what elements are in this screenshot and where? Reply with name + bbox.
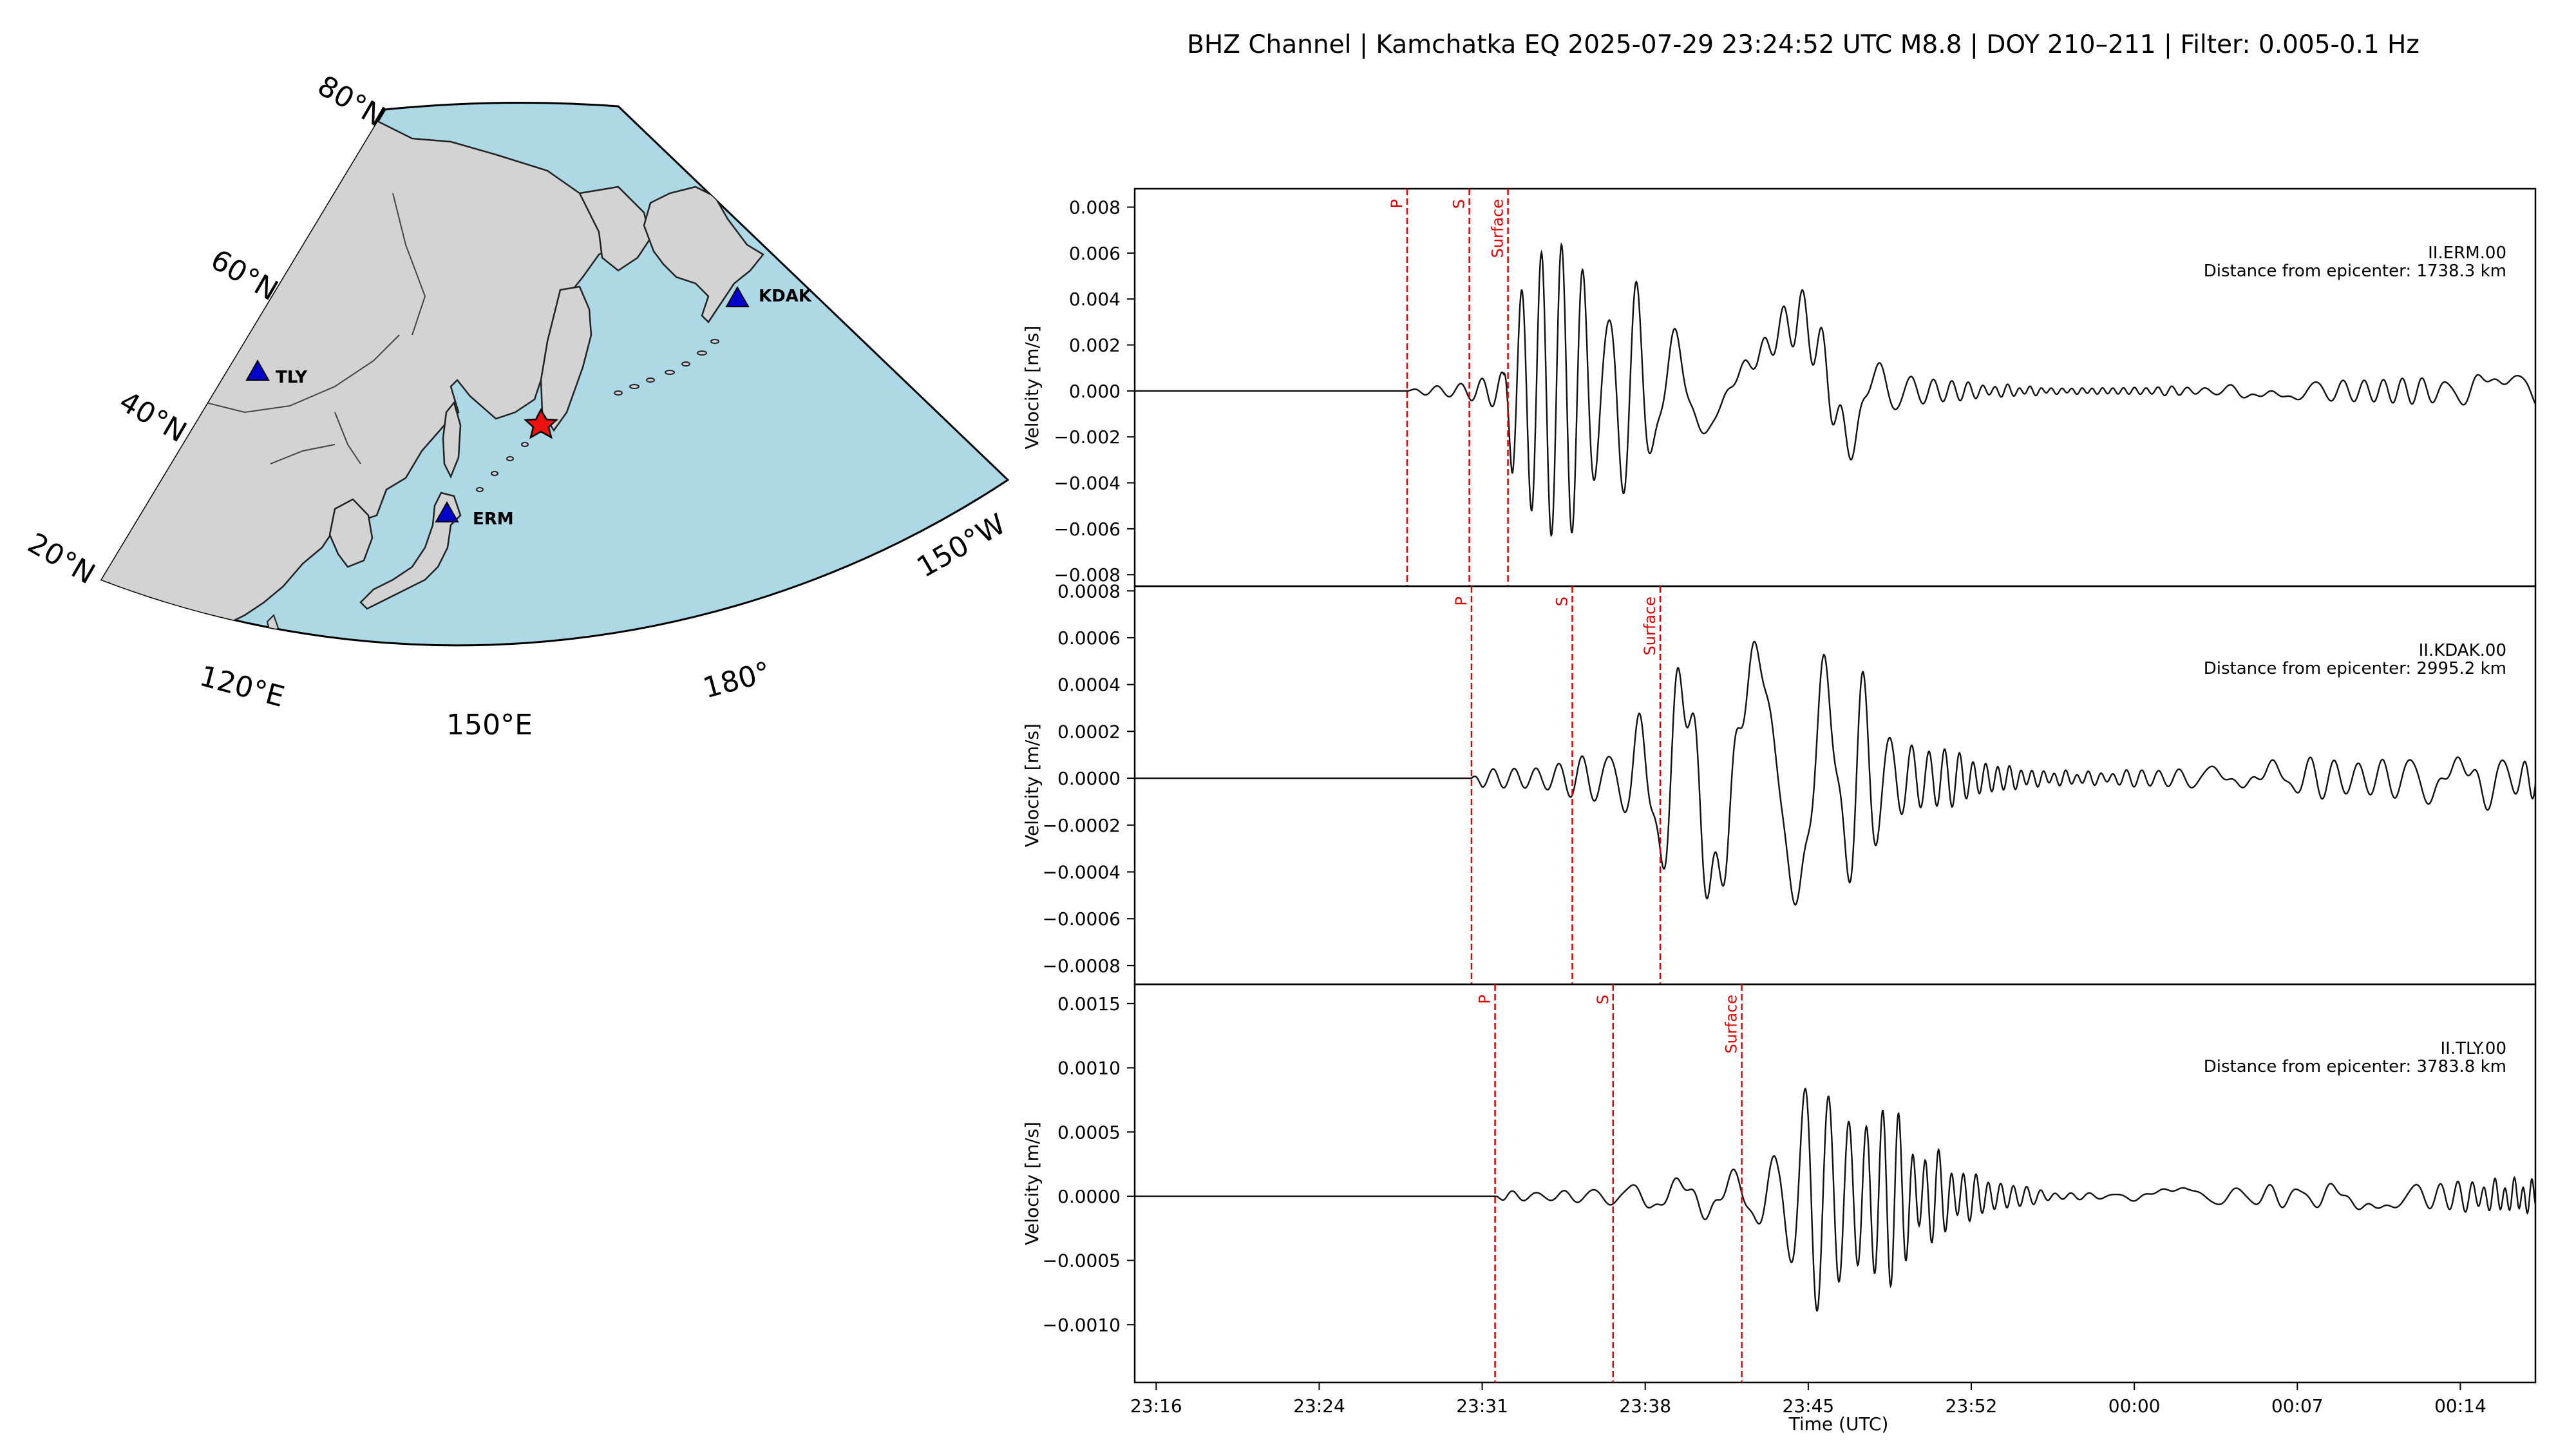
station-distance: Distance from epicenter: 2995.2 km — [2204, 659, 2506, 678]
map-land-korea — [328, 498, 374, 568]
map-land-kamchatka — [540, 285, 592, 432]
map-kurils — [476, 442, 529, 492]
phase-label: S — [1450, 199, 1468, 209]
y-axis-label: Velocity [m/s] — [1021, 723, 1043, 847]
x-tick-label: 23:45 — [1783, 1395, 1835, 1417]
phase-label: P — [1452, 597, 1470, 606]
station-name: II.KDAK.00 — [2419, 641, 2506, 660]
x-tick-label: 23:31 — [1456, 1395, 1508, 1417]
y-tick-label: −0.0004 — [1043, 862, 1121, 883]
x-axis-label: Time (UTC) — [1788, 1413, 1889, 1435]
map-land-chukotka — [578, 186, 652, 272]
epicenter-star — [523, 408, 559, 439]
y-tick-label: 0.000 — [1069, 381, 1121, 402]
y-tick-label: −0.0006 — [1043, 908, 1121, 930]
phase-label: Surface — [1489, 199, 1507, 258]
station-marker-erm: ERM — [435, 501, 514, 529]
station-map: 80°N 60°N 40°N 20°N 120°E 150°E 180° 150… — [22, 70, 1011, 741]
figure-title: BHZ Channel | Kamchatka EQ 2025-07-29 23… — [1187, 30, 2420, 59]
y-tick-label: 0.008 — [1069, 197, 1121, 218]
waveform-line — [1135, 242, 2537, 537]
station-label-kdak: KDAK — [759, 287, 812, 306]
y-tick-label: 0.0002 — [1057, 721, 1121, 742]
phase-label: Surface — [1641, 597, 1659, 655]
y-tick-label: 0.0000 — [1057, 768, 1121, 789]
lat-label-20n: 20°N — [22, 527, 100, 591]
station-label-tly: TLY — [276, 368, 308, 387]
y-tick-label: 0.006 — [1069, 243, 1121, 264]
waveform-panel: 0.0015 0.0010 0.0005 0.0000 −0.0005 −0.0010 Ve… — [1021, 983, 2537, 1417]
lat-label-80n: 80°N — [312, 70, 390, 134]
y-tick-label: 0.002 — [1069, 335, 1121, 356]
y-axis-label: Velocity [m/s] — [1021, 326, 1043, 450]
station-marker-tly: TLY — [245, 359, 308, 387]
station-name: II.TLY.00 — [2441, 1039, 2506, 1058]
x-tick-label: 00:14 — [2434, 1395, 2486, 1417]
waveform-line — [1135, 640, 2537, 906]
y-tick-label: 0.0008 — [1057, 580, 1121, 602]
panel-frame — [1133, 187, 2537, 587]
y-tick-label: −0.0008 — [1043, 955, 1121, 977]
x-tick-label: 23:38 — [1619, 1395, 1671, 1417]
y-tick-label: −0.0002 — [1043, 815, 1121, 836]
map-aleutians — [614, 339, 719, 396]
y-tick-label: 0.0006 — [1057, 627, 1121, 649]
y-tick-label: −0.004 — [1054, 473, 1121, 494]
y-tick-label: −0.006 — [1054, 519, 1121, 540]
y-axis-label: Velocity [m/s] — [1021, 1122, 1043, 1245]
panel-frame — [1133, 983, 2537, 1384]
y-tick-label: −0.0005 — [1043, 1250, 1121, 1272]
x-tick-label: 00:07 — [2271, 1395, 2324, 1417]
waveform-line — [1135, 1087, 2537, 1312]
panel-frame — [1133, 585, 2537, 986]
y-tick-label: −0.008 — [1054, 564, 1121, 586]
lat-label-40n: 40°N — [113, 385, 192, 450]
y-tick-label: 0.004 — [1069, 289, 1121, 310]
lat-label-60n: 60°N — [205, 244, 283, 308]
x-tick-label: 23:24 — [1293, 1395, 1345, 1417]
phase-label: P — [1388, 199, 1406, 208]
phase-label: Surface — [1723, 995, 1741, 1053]
map-borders — [193, 193, 426, 464]
station-name: II.ERM.00 — [2428, 244, 2506, 263]
y-tick-label: −0.0010 — [1043, 1314, 1121, 1335]
x-tick-label: 23:52 — [1946, 1395, 1998, 1417]
station-distance: Distance from epicenter: 1738.3 km — [2204, 262, 2506, 281]
station-label-erm: ERM — [473, 510, 514, 529]
station-distance: Distance from epicenter: 3783.8 km — [2204, 1057, 2506, 1076]
seismogram-panels: 0.008 0.006 0.004 0.002 0.000 −0.002 −0.004 −0.… — [1021, 187, 2537, 1417]
x-tick-label: 23:16 — [1130, 1395, 1182, 1417]
map-land-alaska — [643, 186, 764, 323]
y-tick-label: 0.0010 — [1057, 1058, 1121, 1079]
y-tick-label: 0.0005 — [1057, 1122, 1121, 1143]
phase-label: S — [1553, 597, 1571, 606]
phase-label: S — [1594, 995, 1612, 1004]
y-tick-label: 0.0015 — [1057, 993, 1121, 1015]
station-marker-kdak: KDAK — [725, 285, 812, 307]
lon-label-180: 180° — [699, 656, 774, 705]
map-land-sakhalin — [442, 401, 462, 479]
phase-label: P — [1476, 995, 1494, 1004]
waveform-panel: 0.008 0.006 0.004 0.002 0.000 −0.002 −0.004 −0.… — [1021, 187, 2537, 587]
y-tick-label: 0.0000 — [1057, 1186, 1121, 1207]
lon-label-120e: 120°E — [196, 660, 288, 714]
x-tick-label: 00:00 — [2108, 1395, 2161, 1417]
y-tick-label: −0.002 — [1054, 426, 1121, 448]
waveform-panel: 0.0008 0.0006 0.0004 0.0002 0.0000 −0.0002 −0.… — [1021, 580, 2537, 986]
y-tick-label: 0.0004 — [1057, 674, 1121, 696]
lon-label-150e: 150°E — [446, 709, 533, 741]
